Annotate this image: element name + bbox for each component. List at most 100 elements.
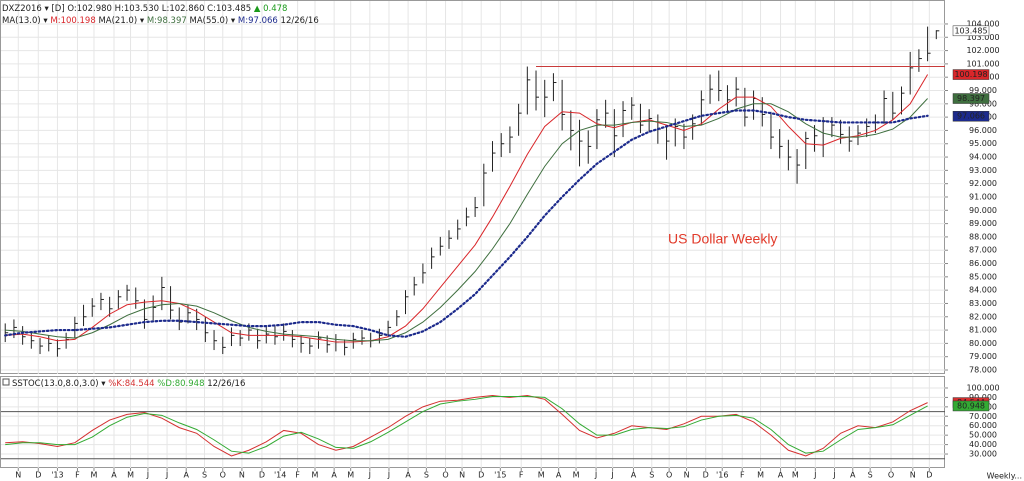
x-tick-label: M <box>347 471 354 480</box>
y-tick-label: 104.000 <box>966 19 999 28</box>
y-tick-label: 92.000 <box>969 179 997 188</box>
y-tick-label: 89.000 <box>969 219 997 228</box>
value-box-label: 80.948 <box>957 401 985 410</box>
x-tick-label: J <box>813 471 816 480</box>
legend-item: M:100.198 <box>50 16 95 26</box>
x-tick-label: A <box>631 471 637 480</box>
x-tick-label: A <box>111 471 117 480</box>
x-tick-label: A <box>405 471 411 480</box>
footer: Weekly... <box>987 472 1022 481</box>
x-tick-label: F <box>740 471 745 480</box>
y-tick-label: 95.000 <box>969 139 997 148</box>
x-tick-label: J <box>610 471 613 480</box>
x-tick-label: A <box>850 471 856 480</box>
x-tick-label: M <box>538 471 545 480</box>
legend-item: M:97.066 <box>238 16 278 26</box>
x-tick-label: M <box>792 471 799 480</box>
legend-item: 12/26/16 <box>281 16 319 26</box>
price-panel <box>0 0 945 374</box>
x-tick-label: N <box>459 471 465 480</box>
y-tick-label: 102.000 <box>966 46 999 55</box>
x-tick-label: M <box>573 471 580 480</box>
value-box <box>952 69 990 80</box>
x-tick-label: F <box>295 471 300 480</box>
legend-item: MA(55.0) ▾ <box>190 16 236 26</box>
value-box-label: 97.066 <box>957 112 985 121</box>
x-tick-label: '16 <box>716 471 728 480</box>
y-tick-label: 40.000 <box>969 440 997 449</box>
x-tick-label: '13 <box>51 471 63 480</box>
x-tick-label: J <box>146 471 149 480</box>
x-tick-label: M <box>757 471 764 480</box>
x-tick-label: M <box>127 471 134 480</box>
legend-item: 12/26/16 <box>207 379 245 389</box>
value-box <box>952 25 990 37</box>
moving-average <box>4 109 929 338</box>
x-tick-label: F <box>519 471 524 480</box>
panel-icon <box>2 378 10 386</box>
y-tick-label: 90.000 <box>969 206 997 215</box>
value-box-label: 100.198 <box>954 70 987 79</box>
y-tick-label: 99.000 <box>969 86 997 95</box>
value-box-label: 103.485 <box>954 26 987 35</box>
x-tick-label: J <box>832 471 835 480</box>
y-tick-label: 85.000 <box>969 272 997 281</box>
marks <box>1 26 945 460</box>
x-tick-label: O <box>666 471 672 480</box>
x-tick-label: A <box>778 471 784 480</box>
legend-item: MA(21.0) ▾ <box>98 16 144 26</box>
y-tick-label: 100.000 <box>966 383 999 392</box>
y-tick-label: 50.000 <box>969 431 997 440</box>
y-tick-label: 70.000 <box>969 412 997 421</box>
y-tick-label: 98.000 <box>969 99 997 108</box>
moving-average <box>5 98 928 342</box>
legend-item: M:98.397 <box>147 16 187 26</box>
moving-average <box>5 74 929 343</box>
stoch-legend: SSTOC(13.0,8.0,3.0) ▾ %K:84.544 %D:80.94… <box>12 379 245 389</box>
y-tick-label: 88.000 <box>969 232 997 241</box>
value-box <box>952 93 990 104</box>
header: DXZ2016 ▾ [D] O:102.980 H:103.530 L:102.… <box>2 4 287 14</box>
value-box-label: 98.397 <box>957 94 985 103</box>
value-box <box>952 400 990 412</box>
header-quote: DXZ2016 ▾ [D] O:102.980 H:103.530 L:102.… <box>2 4 251 14</box>
y-tick-label: 91.000 <box>969 192 997 201</box>
stoch-line <box>5 395 928 457</box>
y-tick-label: 81.000 <box>969 326 997 335</box>
y-tick-label: 60.000 <box>969 421 997 430</box>
legend-item: SSTOC(13.0,8.0,3.0) ▾ <box>12 379 106 389</box>
x-tick-label: S <box>649 471 654 480</box>
x-tick-label: D <box>478 471 484 480</box>
x-tick-label: N <box>239 471 245 480</box>
x-tick-label: J <box>387 471 390 480</box>
y-tick-label: 78.000 <box>969 366 997 375</box>
y-tick-label: 103.000 <box>966 33 999 42</box>
header-change: ▲ 0.478 <box>254 4 288 14</box>
value-box <box>952 110 990 122</box>
x-tick-label: O <box>220 471 226 480</box>
x-tick-label: A <box>183 471 189 480</box>
x-tick-label: O <box>888 471 894 480</box>
x-tick-label: S <box>424 471 429 480</box>
y-tick-label: 84.000 <box>969 286 997 295</box>
y-tick-label: 83.000 <box>969 299 997 308</box>
x-tick-label: A <box>331 471 337 480</box>
y-tick-label: 87.000 <box>969 246 997 255</box>
stoch-panel <box>0 376 945 468</box>
x-tick-label: J <box>368 471 371 480</box>
y-tick-label: 96.000 <box>969 126 997 135</box>
x-tick-label: S <box>868 471 873 480</box>
x-tick-label: N <box>910 471 916 480</box>
x-tick-label: D <box>259 471 265 480</box>
x-tick-label: F <box>75 471 80 480</box>
x-tick-label: J <box>165 471 168 480</box>
y-tick-label: 94.000 <box>969 153 997 162</box>
x-tick-label: '14 <box>274 471 286 480</box>
x-tick-label: N <box>684 471 690 480</box>
x-tick-label: N <box>15 471 21 480</box>
annotation: US Dollar Weekly <box>668 231 777 247</box>
y-tick-label: 82.000 <box>969 312 997 321</box>
x-tick-label: J <box>594 471 597 480</box>
y-tick-label: 80.000 <box>969 339 997 348</box>
x-tick-label: S <box>202 471 207 480</box>
